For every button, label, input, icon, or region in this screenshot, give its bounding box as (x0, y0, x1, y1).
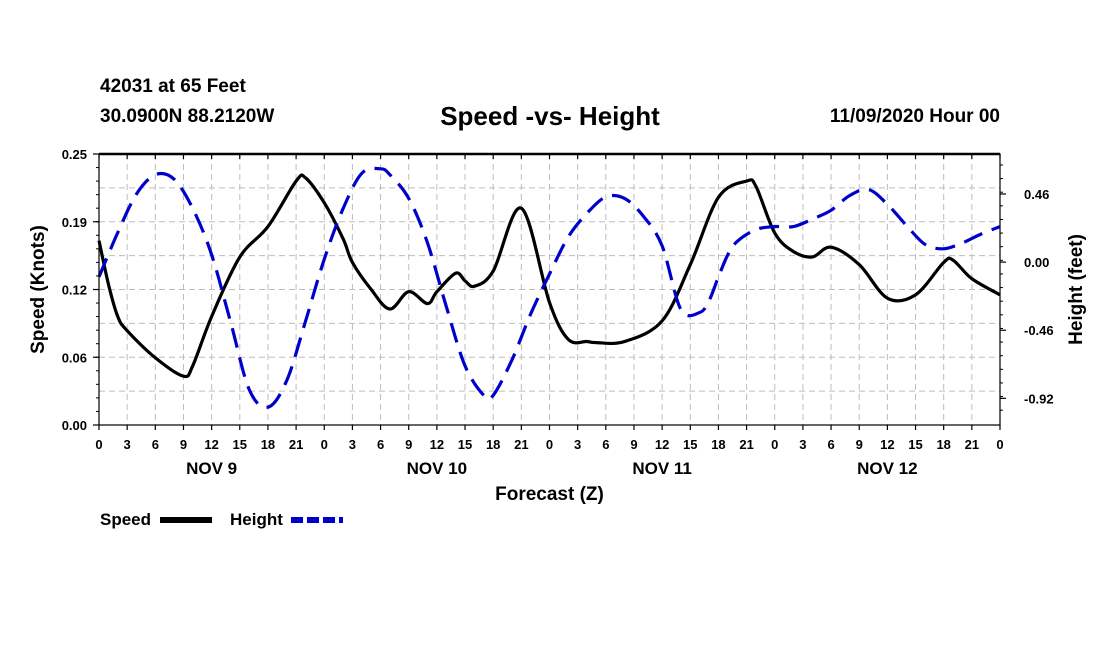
x-tick-label: 15 (908, 437, 922, 452)
right-tick-label: -0.46 (1024, 323, 1054, 338)
x-tick-label: 18 (936, 437, 950, 452)
axis-labels: 0.00 0.06 0.12 0.19 0.25 0.46 0.00 -0.46 -0.92 0 3… (28, 147, 1087, 505)
x-tick-label: 21 (289, 437, 303, 452)
x-tick-label: 21 (739, 437, 753, 452)
axes (93, 152, 1006, 430)
x-tick-label: 18 (486, 437, 500, 452)
legend-label-height: Height (230, 510, 283, 529)
series-layer (97, 166, 1001, 410)
run-time-label: 11/09/2020 Hour 00 (829, 106, 1000, 127)
x-tick-label: 12 (430, 437, 444, 452)
series-line-speed (97, 173, 1001, 379)
station-label: 42031 at 65 Feet (100, 76, 246, 97)
x-tick-label: 18 (711, 437, 725, 452)
x-tick-label: 9 (405, 437, 412, 452)
series-line-height (97, 166, 1001, 410)
x-tick-label: 0 (771, 437, 778, 452)
x-tick-label: 6 (152, 437, 159, 452)
x-tick-label: 0 (996, 437, 1003, 452)
x-tick-label: 6 (827, 437, 834, 452)
chart-title: Speed -vs- Height (0, 101, 1100, 132)
x-tick-label: 0 (321, 437, 328, 452)
x-tick-label: 9 (180, 437, 187, 452)
x-tick-label: 12 (880, 437, 894, 452)
x-tick-label: 3 (574, 437, 581, 452)
left-tick-label: 0.00 (62, 418, 87, 433)
x-tick-label: 9 (630, 437, 637, 452)
x-tick-label: 15 (458, 437, 472, 452)
legend: Speed Height (100, 510, 343, 529)
right-tick-label: -0.92 (1024, 391, 1054, 406)
day-label: NOV 11 (632, 459, 692, 478)
x-tick-label: 6 (602, 437, 609, 452)
x-tick-label: 6 (377, 437, 384, 452)
legend-label-speed: Speed (100, 510, 151, 529)
x-tick-label: 15 (233, 437, 247, 452)
x-tick-label: 9 (856, 437, 863, 452)
x-tick-label: 3 (124, 437, 131, 452)
left-tick-label: 0.06 (62, 350, 87, 365)
left-tick-label: 0.25 (62, 147, 87, 162)
day-label: NOV 12 (857, 459, 917, 478)
chart-title-text: Speed -vs- Height (440, 101, 660, 131)
x-tick-label: 0 (95, 437, 102, 452)
x-tick-label: 21 (965, 437, 979, 452)
x-tick-label: 3 (349, 437, 356, 452)
x-tick-label: 18 (261, 437, 275, 452)
left-tick-label: 0.19 (62, 215, 87, 230)
left-tick-label: 0.12 (62, 283, 87, 298)
x-tick-label: 12 (204, 437, 218, 452)
right-tick-label: 0.00 (1024, 255, 1049, 270)
day-label: NOV 9 (186, 459, 237, 478)
y-axis-title-right: Height (feet) (1066, 234, 1087, 345)
y-axis-title-left: Speed (Knots) (28, 225, 49, 354)
x-tick-label: 3 (799, 437, 806, 452)
x-tick-label: 12 (655, 437, 669, 452)
x-tick-label: 15 (683, 437, 697, 452)
x-axis-title: Forecast (Z) (495, 484, 604, 505)
x-tick-label: 21 (514, 437, 528, 452)
x-tick-label: 0 (546, 437, 553, 452)
day-label: NOV 10 (407, 459, 467, 478)
right-tick-label: 0.46 (1024, 187, 1049, 202)
grid (99, 154, 1000, 425)
coordinates-label: 30.0900N 88.2120W (100, 106, 275, 127)
